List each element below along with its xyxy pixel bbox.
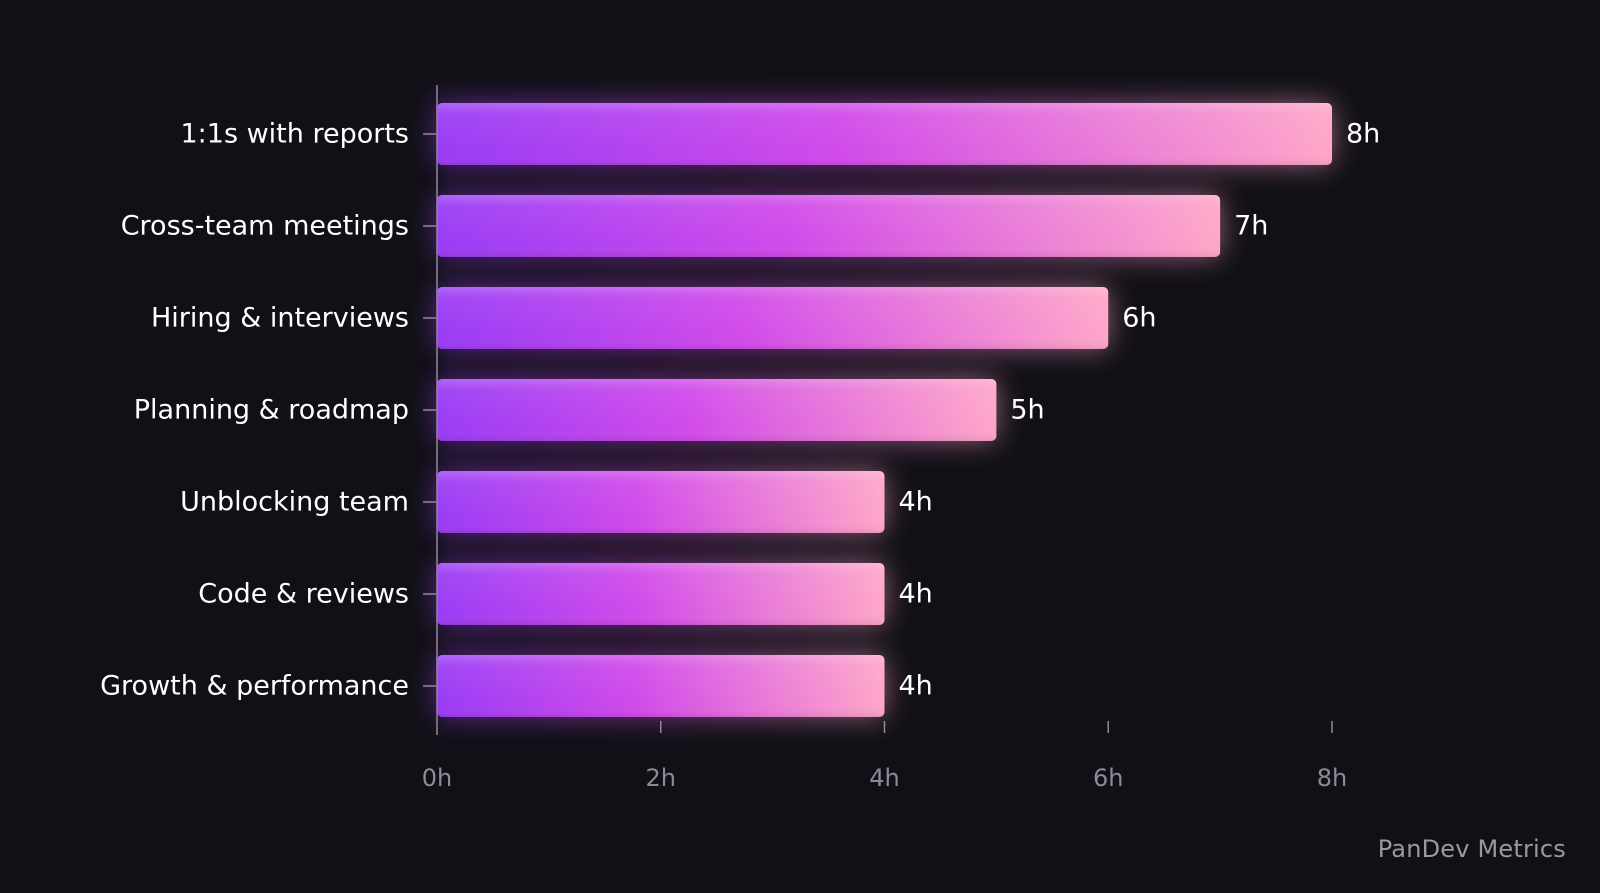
value-label: 7h	[1234, 211, 1268, 242]
bar-highlight	[437, 655, 885, 717]
bars-layer	[437, 103, 1332, 717]
category-label: Unblocking team	[180, 487, 409, 518]
value-label: 8h	[1346, 119, 1380, 150]
x-tick-label: 8h	[1317, 764, 1347, 792]
labels-layer: 1:1s with reports 8h Cross-team meetings 7h…	[100, 119, 1380, 793]
x-tick-label: 2h	[646, 764, 676, 792]
bar-highlight	[437, 195, 1221, 257]
x-tick-label: 4h	[869, 764, 899, 792]
bar-highlight	[437, 563, 885, 625]
category-label: Cross-team meetings	[121, 211, 409, 242]
category-label: 1:1s with reports	[181, 119, 410, 150]
value-label: 4h	[899, 579, 933, 610]
bar-highlight	[437, 287, 1109, 349]
bar-highlight	[437, 471, 885, 533]
value-label: 4h	[899, 487, 933, 518]
x-tick-label: 0h	[422, 764, 452, 792]
category-label: Code & reviews	[198, 579, 409, 610]
category-label: Growth & performance	[100, 671, 409, 702]
category-label: Hiring & interviews	[151, 303, 409, 334]
bar-highlight	[437, 103, 1332, 165]
value-label: 4h	[899, 671, 933, 702]
value-label: 6h	[1122, 303, 1156, 334]
axis-layer	[423, 85, 1333, 735]
watermark-text: PanDev Metrics	[1377, 835, 1566, 863]
value-label: 5h	[1010, 395, 1044, 426]
bar-highlight	[437, 379, 997, 441]
x-tick-label: 6h	[1093, 764, 1123, 792]
category-label: Planning & roadmap	[134, 395, 409, 426]
